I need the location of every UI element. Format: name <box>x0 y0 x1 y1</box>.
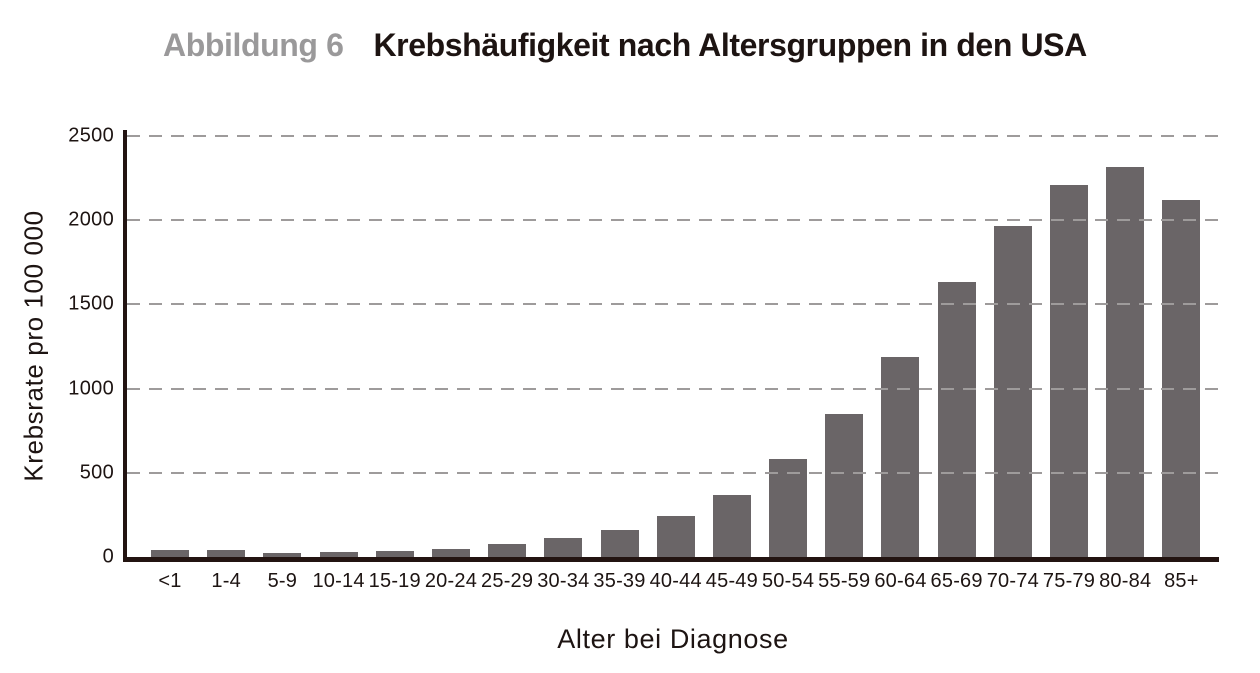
y-tick-label-1500: 1500 <box>68 292 114 315</box>
bar-30-34 <box>544 538 583 557</box>
y-tick-label-2500: 2500 <box>68 124 114 147</box>
figure-title: Abbildung 6 Krebshäufigkeit nach Altersg… <box>163 27 1087 63</box>
x-tick-label-85+: 85+ <box>1162 570 1200 593</box>
x-tick-label-20-24: 20-24 <box>425 570 477 593</box>
x-tick-label-text: 5-9 <box>267 570 298 592</box>
gridline-1000 <box>127 387 1219 390</box>
bar-1-4 <box>207 550 246 557</box>
bar-75-79 <box>1050 184 1088 557</box>
x-tick-label-30-34: 30-34 <box>537 570 589 593</box>
bar-80-84 <box>1106 167 1145 557</box>
x-tick-label-5-9: 5-9 <box>263 570 301 593</box>
x-tick-label-text: 30-34 <box>537 570 590 592</box>
x-tick-label-text: 85+ <box>1164 570 1199 592</box>
x-tick-label-70-74: 70-74 <box>987 570 1039 593</box>
x-tick-label-35-39: 35-39 <box>593 570 645 593</box>
y-tick-label-0: 0 <box>102 545 114 568</box>
x-tick-label-text: 50-54 <box>761 570 815 592</box>
gridline-2500 <box>127 135 1219 137</box>
bars-container <box>127 136 1219 557</box>
bar-5-9 <box>263 552 302 557</box>
x-tick-label-10-14: 10-14 <box>312 570 364 593</box>
x-tick-label-text: 80-84 <box>1099 570 1152 592</box>
x-tick-label-text: <1 <box>158 570 182 592</box>
x-tick-label-text: 35-39 <box>593 570 646 592</box>
x-tick-label-<1: <1 <box>151 570 189 593</box>
x-tick-label-55-59: 55-59 <box>818 570 870 593</box>
bar-15-19 <box>375 551 414 557</box>
x-tick-label-text: 1-4 <box>211 570 241 592</box>
x-tick-label-text: 45-49 <box>705 570 758 592</box>
x-tick-label-text: 10-14 <box>312 570 365 592</box>
bar-35-39 <box>600 530 639 557</box>
bar-85+ <box>1162 200 1201 557</box>
bar-60-64 <box>881 356 920 557</box>
bar-20-24 <box>431 548 470 557</box>
x-tick-label-45-49: 45-49 <box>706 570 758 593</box>
x-tick-label-80-84: 80-84 <box>1099 570 1151 593</box>
x-tick-label-text: 75-79 <box>1042 570 1096 592</box>
bar-45-49 <box>712 494 751 557</box>
x-tick-label-65-69: 65-69 <box>931 570 983 593</box>
y-tick-label-500: 500 <box>79 461 114 484</box>
x-tick-label-1-4: 1-4 <box>207 570 245 593</box>
y-tick-label-2000: 2000 <box>68 208 114 231</box>
x-tick-label-text: 15-19 <box>368 570 421 592</box>
plot-area <box>127 135 1219 557</box>
gridline-2000 <box>127 219 1219 222</box>
x-tick-label-text: 20-24 <box>424 570 478 592</box>
x-axis-tick-labels: <1 1-4 5-9 10-14 15-19 20-24 25-29 30-34 35-39 40… <box>127 570 1243 593</box>
gridline-1500 <box>127 303 1219 306</box>
x-tick-label-50-54: 50-54 <box>762 570 814 593</box>
bar-70-74 <box>993 226 1032 557</box>
bar-25-29 <box>488 544 527 557</box>
x-tick-label-75-79: 75-79 <box>1043 570 1095 593</box>
figure-label: Abbildung 6 <box>163 27 344 63</box>
x-tick-label-25-29: 25-29 <box>481 570 533 593</box>
x-tick-label-40-44: 40-44 <box>650 570 702 593</box>
x-tick-label-text: 55-59 <box>818 570 871 592</box>
bar-<1 <box>151 550 189 557</box>
bar-10-14 <box>319 551 358 557</box>
x-tick-label-text: 70-74 <box>986 570 1039 592</box>
x-tick-label-text: 40-44 <box>649 570 702 592</box>
bar-55-59 <box>825 413 864 557</box>
gridline-500 <box>127 471 1219 474</box>
y-axis-tick-labels: 0 500 1000 1500 2000 2500 <box>0 125 114 568</box>
bar-50-54 <box>769 458 808 557</box>
bar-40-44 <box>656 515 695 557</box>
x-axis-line <box>123 557 1219 562</box>
x-axis-title: Alter bei Diagnose <box>557 624 789 654</box>
x-tick-label-text: 65-69 <box>930 570 983 592</box>
y-tick-label-1000: 1000 <box>68 377 114 400</box>
x-tick-label-60-64: 60-64 <box>874 570 926 593</box>
x-tick-label-15-19: 15-19 <box>369 570 421 593</box>
x-tick-label-text: 60-64 <box>874 570 927 592</box>
x-tick-label-text: 25-29 <box>481 570 534 592</box>
bar-65-69 <box>937 281 976 557</box>
figure-heading: Krebshäufigkeit nach Altersgruppen in de… <box>373 27 1087 63</box>
y-axis-line <box>123 130 127 562</box>
